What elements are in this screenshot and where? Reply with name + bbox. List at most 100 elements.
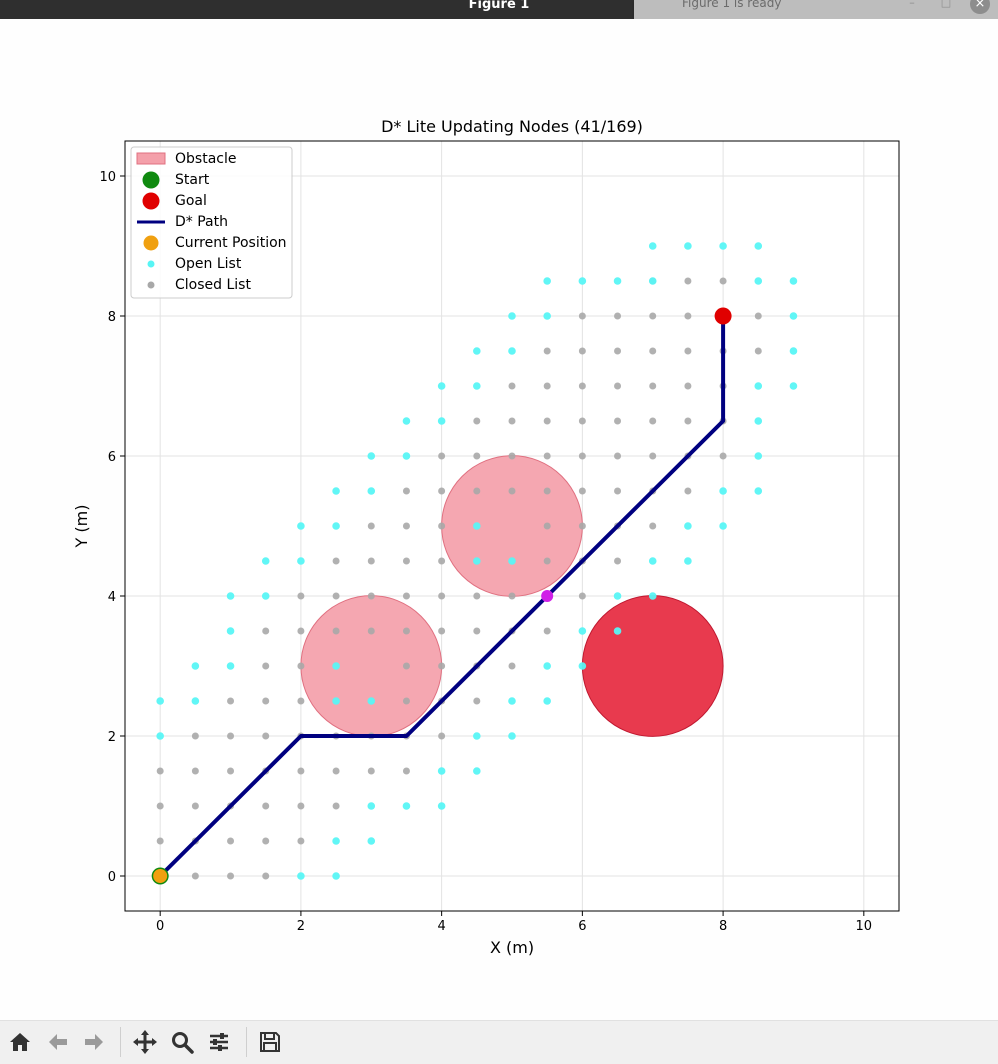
x-tick-label: 2 — [297, 919, 305, 934]
open-list-point — [402, 417, 411, 425]
open-list-point — [508, 312, 516, 320]
close-icon[interactable]: × — [970, 0, 990, 14]
goal-marker — [714, 307, 732, 325]
closed-list-point — [402, 522, 410, 530]
closed-list-point — [649, 522, 657, 530]
closed-list-point — [684, 417, 692, 425]
closed-list-point — [438, 592, 446, 600]
configure-subplots-icon[interactable] — [206, 1029, 232, 1055]
legend-start-marker — [142, 171, 160, 189]
y-tick-label: 2 — [108, 730, 116, 745]
dstar-path-line — [158, 316, 726, 878]
closed-list-point — [543, 522, 551, 530]
open-list-point — [543, 312, 551, 320]
y-tick-label: 10 — [99, 170, 116, 185]
legend-open-marker — [147, 260, 155, 268]
legend-label: Start — [175, 172, 210, 188]
save-icon[interactable] — [257, 1029, 283, 1055]
notification-window[interactable]: Figure 1 is ready – □ × — [634, 0, 998, 20]
x-axis-label: X (m) — [490, 938, 534, 957]
maximize-icon[interactable]: □ — [940, 0, 952, 9]
closed-list-point — [191, 802, 199, 810]
closed-list-point — [684, 487, 692, 495]
y-tick-label: 8 — [108, 310, 116, 325]
zoom-icon[interactable] — [169, 1029, 195, 1055]
closed-list-point — [262, 697, 270, 705]
closed-list-point — [227, 732, 235, 740]
back-arrow-icon[interactable] — [45, 1029, 71, 1055]
closed-list-point — [508, 417, 516, 425]
closed-list-point — [227, 697, 235, 705]
open-list-point — [613, 627, 622, 635]
open-list-point — [613, 277, 622, 285]
open-list-point — [754, 277, 763, 285]
closed-list-point — [297, 627, 305, 635]
open-list-point — [226, 627, 235, 635]
closed-list-point — [473, 592, 481, 600]
closed-list-point — [684, 312, 692, 320]
closed-list-point — [719, 277, 727, 285]
open-list-point — [578, 627, 587, 635]
open-list-point — [789, 347, 798, 355]
legend-label: D* Path — [175, 214, 228, 230]
closed-list-point — [262, 872, 270, 880]
open-list-point — [332, 487, 340, 495]
x-tick-label: 8 — [719, 919, 727, 934]
open-list-point — [754, 487, 763, 495]
open-list-point — [402, 452, 411, 460]
open-list-point — [719, 522, 727, 530]
y-tick-label: 4 — [108, 590, 116, 605]
open-list-point — [719, 487, 727, 495]
legend-label: Closed List — [175, 277, 251, 293]
open-list-point — [719, 242, 727, 250]
closed-list-point — [578, 347, 586, 355]
open-list-point — [437, 417, 446, 425]
closed-list-point — [508, 662, 516, 670]
closed-list-point — [156, 802, 164, 810]
open-list-point — [473, 557, 481, 565]
closed-list-point — [578, 417, 586, 425]
open-list-point — [754, 242, 763, 250]
open-list-point — [543, 697, 551, 705]
closed-list-point — [402, 557, 410, 565]
closed-list-layer — [156, 277, 762, 880]
legend-label: Current Position — [175, 235, 287, 251]
closed-list-point — [438, 627, 446, 635]
closed-list-point — [473, 697, 481, 705]
closed-list-point — [297, 767, 305, 775]
forward-arrow-icon[interactable] — [81, 1029, 107, 1055]
open-list-point — [473, 347, 481, 355]
obstacle-circle — [300, 595, 443, 737]
open-list-point — [367, 697, 376, 705]
legend-label: Goal — [175, 193, 207, 209]
chart-title: D* Lite Updating Nodes (41/169) — [381, 117, 643, 136]
closed-list-point — [614, 382, 622, 390]
closed-list-point — [543, 347, 551, 355]
open-list-point — [332, 872, 340, 880]
x-tick-label: 0 — [156, 919, 164, 934]
closed-list-point — [543, 627, 551, 635]
open-list-point — [437, 802, 446, 810]
open-list-point — [508, 697, 516, 705]
closed-list-point — [367, 557, 375, 565]
closed-list-point — [332, 767, 340, 775]
closed-list-point — [297, 697, 305, 705]
open-list-point — [367, 837, 376, 845]
open-list-point — [789, 277, 798, 285]
home-icon[interactable] — [7, 1029, 33, 1055]
closed-list-point — [578, 382, 586, 390]
open-list-point — [226, 662, 235, 670]
open-list-point — [648, 557, 657, 565]
minimize-icon[interactable]: – — [909, 0, 915, 9]
closed-list-point — [332, 557, 340, 565]
closed-list-point — [438, 452, 446, 460]
legend-closed-marker — [147, 281, 155, 289]
obstacle-circle — [441, 455, 583, 597]
open-list-point — [191, 662, 200, 670]
y-tick-label: 0 — [108, 870, 116, 885]
open-list-point — [297, 557, 305, 565]
x-tick-label: 10 — [856, 919, 873, 934]
open-list-point — [367, 802, 376, 810]
pan-icon[interactable] — [132, 1029, 158, 1055]
open-list-point — [473, 732, 481, 740]
